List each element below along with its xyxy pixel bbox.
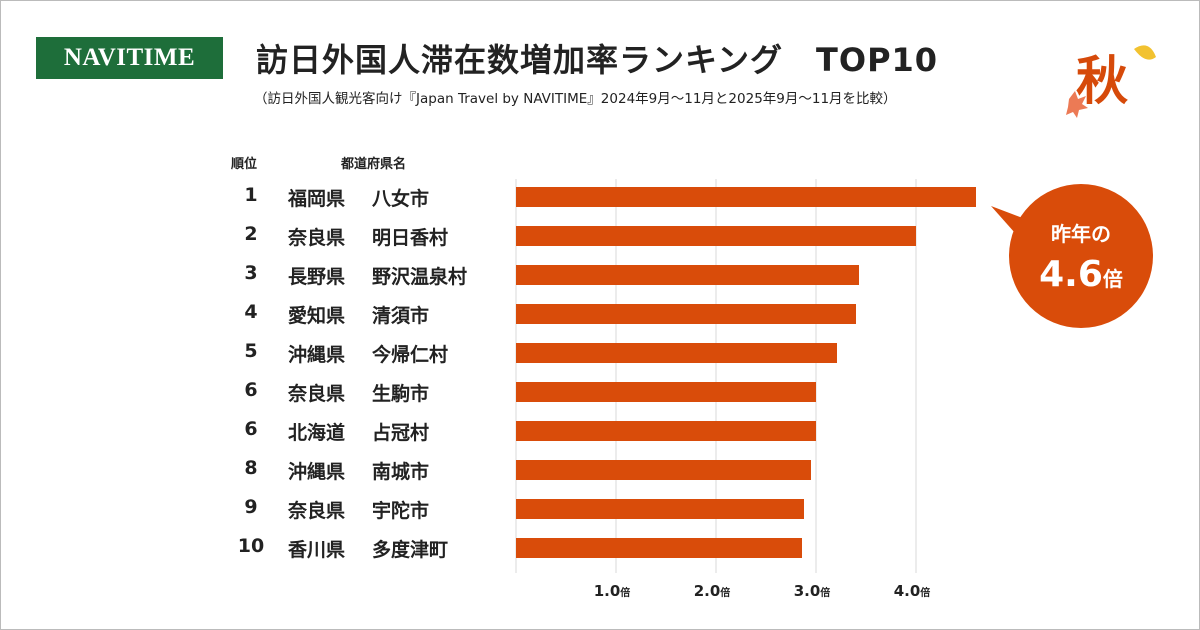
city-label: 占冠村 (372, 422, 430, 444)
rank-label: 10 (237, 535, 265, 557)
rank-label: 6 (244, 418, 258, 440)
bar (516, 382, 816, 402)
tick-label: 3.0倍 (794, 582, 831, 600)
callout-text: 昨年の (1051, 222, 1111, 246)
autumn-badge: 秋 (1076, 52, 1129, 112)
bar (516, 460, 811, 480)
rank-label: 5 (244, 340, 258, 362)
city-label: 今帰仁村 (372, 344, 449, 366)
bar (516, 226, 916, 246)
city-label: 八女市 (372, 188, 430, 210)
bar (516, 304, 856, 324)
rank-label: 6 (244, 379, 258, 401)
prefecture-label: 愛知県 (288, 305, 346, 327)
prefecture-label: 北海道 (288, 422, 346, 444)
prefecture-label: 福岡県 (288, 188, 346, 210)
city-label: 多度津町 (372, 539, 449, 561)
page-title: 訪日外国人滞在数増加率ランキング TOP10 (256, 41, 939, 79)
bar (516, 343, 837, 363)
subtitle: （訪日外国人観光客向け『Japan Travel by NAVITIME』202… (254, 91, 897, 107)
rank-header: 順位 (231, 157, 258, 172)
rank-label: 2 (244, 223, 258, 245)
city-label: 野沢温泉村 (372, 266, 468, 288)
prefecture-label: 奈良県 (288, 227, 346, 249)
tick-label: 1.0倍 (594, 582, 631, 600)
bar (516, 265, 859, 285)
ginkgo-leaf-icon (1134, 45, 1156, 60)
prefecture-label: 奈良県 (288, 383, 346, 405)
city-label: 生駒市 (372, 383, 430, 405)
tick-label: 2.0倍 (694, 582, 731, 600)
name-header: 都道府県名 (341, 157, 407, 172)
prefecture-label: 香川県 (288, 539, 346, 561)
bar (516, 538, 802, 558)
bar (516, 499, 804, 519)
city-label: 宇陀市 (372, 500, 430, 522)
rank-label: 1 (244, 184, 258, 206)
maple-leaf-icon (1066, 91, 1088, 118)
bar (516, 187, 976, 207)
bar (516, 421, 816, 441)
callout-bubble (1009, 184, 1153, 328)
city-label: 南城市 (372, 461, 430, 483)
prefecture-label: 沖縄県 (288, 461, 346, 483)
prefecture-label: 奈良県 (288, 500, 346, 522)
rank-label: 4 (244, 301, 258, 323)
rank-label: 3 (244, 262, 258, 284)
rank-label: 8 (244, 457, 258, 479)
rank-label: 9 (244, 496, 258, 518)
prefecture-label: 沖縄県 (288, 344, 346, 366)
callout-value: 4.6倍 (1039, 254, 1123, 295)
tick-label: 4.0倍 (894, 582, 931, 600)
prefecture-label: 長野県 (288, 266, 346, 288)
city-label: 清須市 (372, 305, 430, 327)
navitime-logo: NAVITIME (36, 37, 223, 79)
city-label: 明日香村 (372, 227, 449, 249)
